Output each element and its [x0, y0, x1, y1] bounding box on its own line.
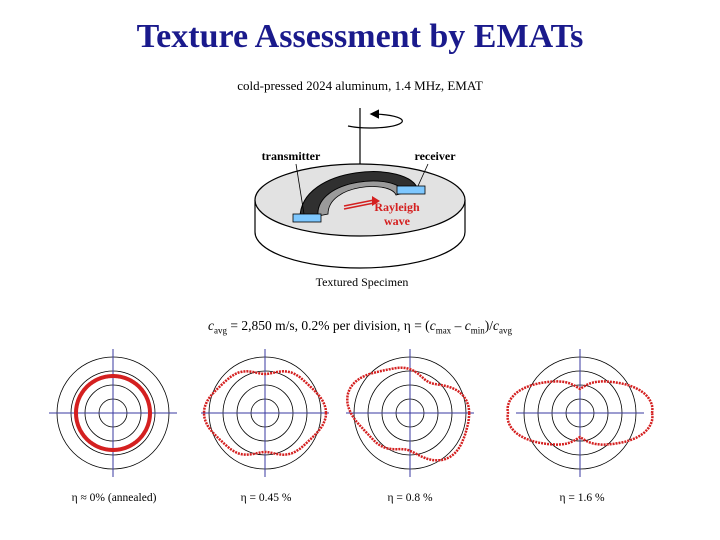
- polar-plot-045: [201, 349, 329, 477]
- rotation-arrow-icon: [347, 108, 403, 170]
- formula-line: cavg = 2,850 m/s, 0.2% per division, η =…: [208, 318, 512, 336]
- wave-label-2: wave: [384, 214, 411, 228]
- caption-08: η = 0.8 %: [387, 492, 433, 504]
- receiver-label: receiver: [414, 149, 456, 163]
- specimen-label: Textured Specimen: [316, 275, 409, 289]
- transmitter-pad: [292, 213, 322, 223]
- receiver-pad: [396, 185, 426, 195]
- velocity-curve: [506, 380, 654, 446]
- wave-label-1: Rayleigh: [374, 200, 420, 214]
- caption-annealed: η ≈ 0% (annealed): [71, 492, 157, 504]
- polar-plot-annealed: [49, 349, 177, 477]
- transmitter-label: transmitter: [262, 149, 321, 163]
- subtitle: cold-pressed 2024 aluminum, 1.4 MHz, EMA…: [237, 78, 483, 93]
- polar-plot-16: [506, 349, 654, 477]
- rayleigh-wave-arrow-icon: [343, 196, 380, 210]
- slide-title: Texture Assessment by EMATs: [136, 18, 584, 55]
- velocity-curve: [346, 366, 471, 462]
- polar-plot-08: [346, 349, 474, 477]
- velocity-curve: [202, 370, 328, 456]
- caption-16: η = 1.6 %: [559, 492, 605, 504]
- velocity-curve: [74, 374, 152, 452]
- caption-045: η = 0.45 %: [240, 492, 292, 504]
